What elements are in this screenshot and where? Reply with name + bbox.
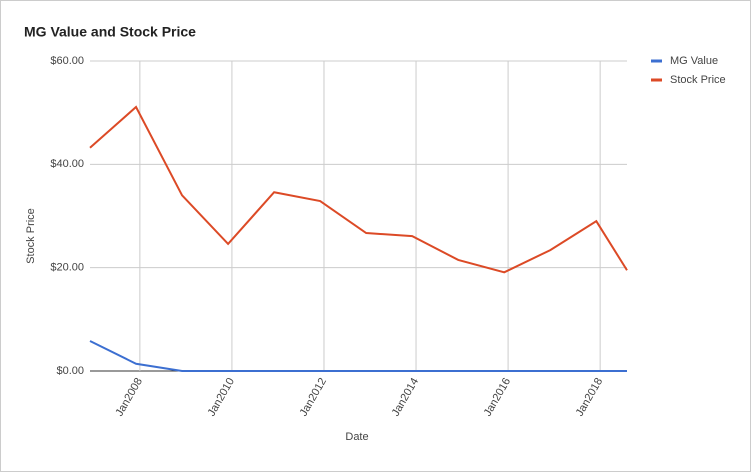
series-line xyxy=(89,340,627,372)
x-axis-title: Date xyxy=(345,431,368,443)
chart-title: MG Value and Stock Price xyxy=(24,24,196,40)
legend-label: Stock Price xyxy=(670,74,726,86)
y-axis-title: Stock Price xyxy=(25,208,37,264)
legend-swatch xyxy=(651,59,662,63)
legend-label: MG Value xyxy=(670,55,718,67)
legend-swatch xyxy=(651,78,662,82)
y-tick-label: $40.00 xyxy=(50,158,84,170)
y-tick-label: $20.00 xyxy=(50,262,84,274)
series-line xyxy=(89,105,628,274)
y-tick-label: $60.00 xyxy=(50,55,84,67)
y-tick-label: $0.00 xyxy=(56,365,84,377)
